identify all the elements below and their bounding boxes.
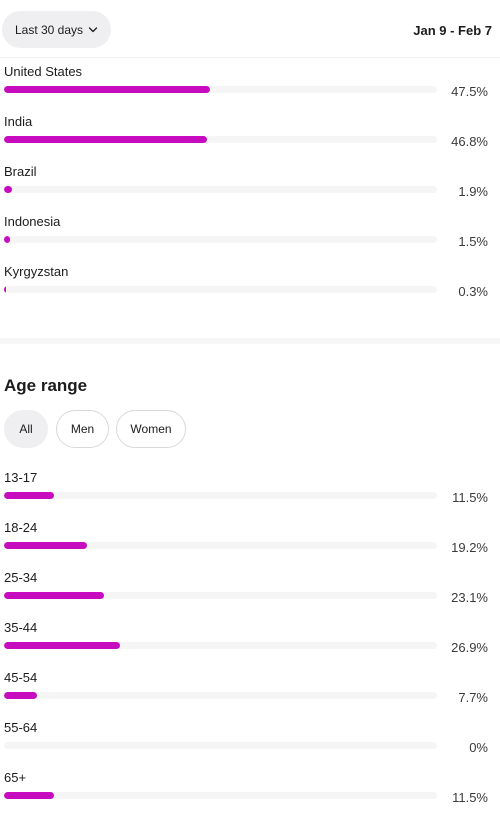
age-bar-track <box>4 642 437 649</box>
country-row: Brazil 1.9% <box>0 164 500 214</box>
age-label: 25-34 <box>4 570 38 585</box>
age-label: 45-54 <box>4 670 38 685</box>
top-bar: Last 30 days Jan 9 - Feb 7 <box>0 0 500 58</box>
country-percent: 46.8% <box>451 134 488 149</box>
age-percent: 0% <box>469 740 488 755</box>
age-bar-fill <box>4 592 105 599</box>
date-range-text: Jan 9 - Feb 7 <box>413 23 492 38</box>
country-label: Brazil <box>4 164 37 179</box>
age-bar-track <box>4 542 437 549</box>
age-row: 35-44 26.9% <box>0 620 500 670</box>
filter-chip-women[interactable]: Women <box>116 410 186 448</box>
country-bar-track <box>4 186 437 193</box>
age-percent: 11.5% <box>452 490 488 505</box>
age-bar-fill <box>4 692 38 699</box>
age-label: 35-44 <box>4 620 38 635</box>
age-label: 18-24 <box>4 520 38 535</box>
country-row: United States 47.5% <box>0 64 500 114</box>
age-label: 13-17 <box>4 470 38 485</box>
age-label: 55-64 <box>4 720 38 735</box>
country-bar-fill <box>4 286 6 293</box>
age-bar-fill <box>4 642 121 649</box>
date-range-dropdown[interactable]: Last 30 days <box>2 11 111 48</box>
country-label: India <box>4 114 33 129</box>
age-bar-track <box>4 742 437 749</box>
country-label: Indonesia <box>4 214 61 229</box>
age-row: 18-24 19.2% <box>0 520 500 570</box>
filter-chip-all[interactable]: All <box>4 410 48 448</box>
age-range-title: Age range <box>4 376 88 395</box>
country-bar-fill <box>4 86 210 93</box>
age-bar-track <box>4 792 437 799</box>
country-bar-track <box>4 286 437 293</box>
country-bar-track <box>4 236 437 243</box>
section-divider <box>0 338 500 344</box>
country-percent: 47.5% <box>451 84 488 99</box>
country-row: Indonesia 1.5% <box>0 214 500 264</box>
age-bar-fill <box>4 792 54 799</box>
age-row: 65+ 11.5% <box>0 770 500 820</box>
country-percent: 0.3% <box>458 284 488 299</box>
age-bar-fill <box>4 492 54 499</box>
age-row: 25-34 23.1% <box>0 570 500 620</box>
age-bar-track <box>4 592 437 599</box>
country-label: United States <box>4 64 83 79</box>
country-bar-fill <box>4 186 13 193</box>
country-row: Kyrgyzstan 0.3% <box>0 264 500 314</box>
chevron-down-icon <box>88 26 98 32</box>
country-percent: 1.5% <box>458 234 488 249</box>
country-bar-track <box>4 86 437 93</box>
country-label: Kyrgyzstan <box>4 264 69 279</box>
country-bar-fill <box>4 236 11 243</box>
country-bar-fill <box>4 136 207 143</box>
age-bar-track <box>4 692 437 699</box>
age-bar-track <box>4 492 437 499</box>
age-percent: 7.7% <box>458 690 488 705</box>
country-bar-track <box>4 136 437 143</box>
age-bar-fill <box>4 542 88 549</box>
age-row: 45-54 7.7% <box>0 670 500 720</box>
filter-chip-men[interactable]: Men <box>56 410 109 448</box>
age-percent: 11.5% <box>452 790 488 805</box>
country-row: India 46.8% <box>0 114 500 164</box>
age-percent: 26.9% <box>451 640 488 655</box>
age-label: 65+ <box>4 770 27 785</box>
age-row: 13-17 11.5% <box>0 470 500 520</box>
age-percent: 19.2% <box>451 540 488 555</box>
age-percent: 23.1% <box>451 590 488 605</box>
age-row: 55-64 0% <box>0 720 500 770</box>
country-percent: 1.9% <box>458 184 488 199</box>
date-range-dropdown-label: Last 30 days <box>14 22 84 37</box>
